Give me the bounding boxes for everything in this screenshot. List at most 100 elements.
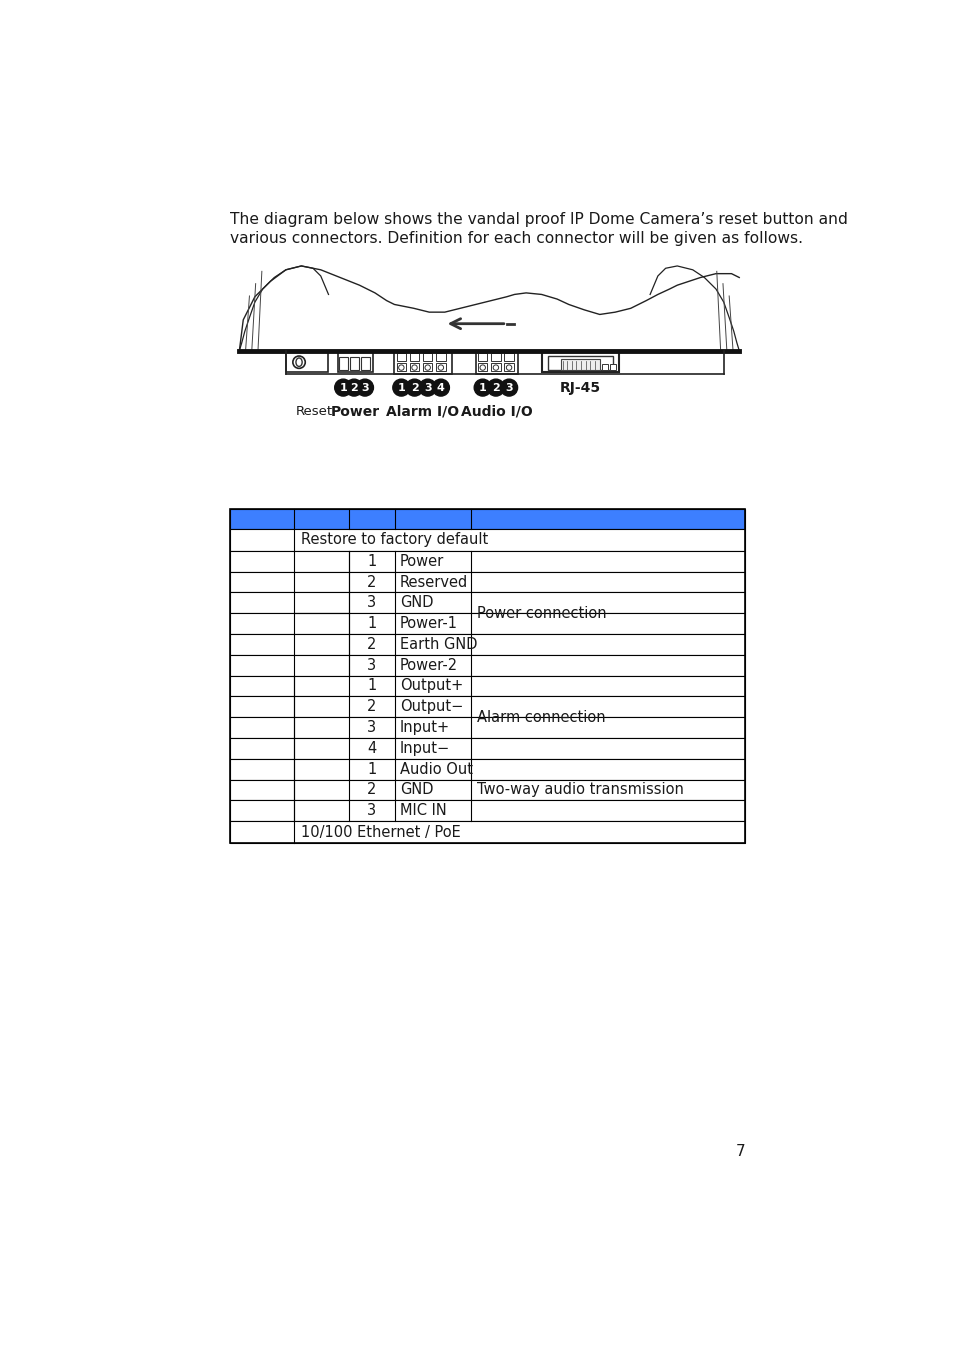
- Bar: [230, 509, 744, 844]
- Bar: [230, 571, 744, 593]
- Text: Power-1: Power-1: [399, 616, 457, 630]
- Bar: [477, 363, 487, 371]
- Text: 1: 1: [397, 382, 405, 393]
- Bar: [394, 351, 452, 374]
- Text: Earth GND: Earth GND: [399, 637, 476, 652]
- Bar: [436, 363, 445, 371]
- Text: The diagram below shows the vandal proof IP Dome Camera’s reset button and: The diagram below shows the vandal proof…: [230, 212, 847, 227]
- Text: 3: 3: [367, 595, 376, 610]
- Text: 4: 4: [436, 382, 444, 393]
- Text: 2: 2: [367, 699, 376, 714]
- Bar: [547, 356, 612, 370]
- Circle shape: [432, 379, 449, 396]
- Bar: [337, 352, 373, 373]
- Bar: [477, 352, 487, 362]
- Bar: [230, 738, 744, 759]
- Bar: [410, 352, 418, 362]
- Text: Audio I/O: Audio I/O: [460, 405, 532, 418]
- Text: Audio Out: Audio Out: [399, 761, 472, 776]
- Text: GND: GND: [399, 595, 433, 610]
- Bar: [230, 593, 744, 613]
- Bar: [560, 359, 599, 370]
- Bar: [230, 821, 744, 844]
- Text: 3: 3: [505, 382, 513, 393]
- Text: GND: GND: [399, 783, 433, 798]
- Bar: [230, 655, 744, 675]
- Ellipse shape: [295, 358, 302, 366]
- Text: Power: Power: [399, 554, 443, 568]
- Bar: [410, 363, 418, 371]
- Circle shape: [493, 364, 498, 370]
- Bar: [339, 356, 348, 370]
- Text: 3: 3: [423, 382, 431, 393]
- Text: RJ-45: RJ-45: [559, 381, 600, 394]
- Bar: [422, 363, 432, 371]
- Circle shape: [393, 379, 410, 396]
- Bar: [476, 351, 517, 374]
- Bar: [230, 613, 744, 634]
- Circle shape: [406, 379, 422, 396]
- Circle shape: [487, 379, 504, 396]
- Text: 2: 2: [350, 382, 357, 393]
- Circle shape: [418, 379, 436, 396]
- Text: 2: 2: [492, 382, 499, 393]
- Text: 1: 1: [478, 382, 486, 393]
- Circle shape: [479, 364, 485, 370]
- Bar: [422, 352, 432, 362]
- Text: 3: 3: [367, 803, 376, 818]
- Bar: [230, 509, 744, 528]
- Bar: [230, 675, 744, 697]
- Bar: [230, 759, 744, 779]
- Bar: [504, 352, 513, 362]
- Bar: [230, 801, 744, 821]
- Text: Input−: Input−: [399, 741, 450, 756]
- Circle shape: [437, 364, 443, 370]
- Bar: [230, 717, 744, 738]
- Circle shape: [412, 364, 416, 370]
- Bar: [491, 363, 500, 371]
- Text: Output−: Output−: [399, 699, 462, 714]
- Text: 3: 3: [367, 720, 376, 734]
- Text: 1: 1: [367, 761, 376, 776]
- Bar: [230, 697, 744, 717]
- Text: Alarm connection: Alarm connection: [476, 710, 605, 725]
- Bar: [504, 363, 513, 371]
- Text: 1: 1: [339, 382, 347, 393]
- Bar: [436, 352, 445, 362]
- Text: Input+: Input+: [399, 720, 449, 734]
- Text: Reserved: Reserved: [399, 575, 467, 590]
- Circle shape: [424, 364, 430, 370]
- Bar: [396, 363, 406, 371]
- Bar: [601, 363, 608, 370]
- Text: 2: 2: [367, 637, 376, 652]
- Circle shape: [506, 364, 511, 370]
- Text: Power connection: Power connection: [476, 606, 606, 621]
- Text: Reset: Reset: [295, 405, 333, 417]
- Text: 1: 1: [367, 554, 376, 568]
- Text: Restore to factory default: Restore to factory default: [300, 532, 487, 547]
- Bar: [609, 363, 616, 370]
- Text: Alarm I/O: Alarm I/O: [386, 405, 459, 418]
- Circle shape: [356, 379, 373, 396]
- Bar: [230, 528, 744, 551]
- Text: Power: Power: [330, 405, 379, 418]
- Circle shape: [345, 379, 362, 396]
- Text: various connectors. Definition for each connector will be given as follows.: various connectors. Definition for each …: [230, 231, 802, 246]
- Text: 2: 2: [367, 783, 376, 798]
- Text: 1: 1: [367, 679, 376, 694]
- Text: 2: 2: [367, 575, 376, 590]
- Circle shape: [500, 379, 517, 396]
- Text: 3: 3: [367, 657, 376, 672]
- Text: 1: 1: [367, 616, 376, 630]
- Bar: [360, 356, 369, 370]
- Text: Power-2: Power-2: [399, 657, 457, 672]
- Bar: [491, 352, 500, 362]
- Text: Output+: Output+: [399, 679, 462, 694]
- Circle shape: [335, 379, 352, 396]
- Circle shape: [293, 356, 305, 369]
- Circle shape: [398, 364, 404, 370]
- Text: Two-way audio transmission: Two-way audio transmission: [476, 783, 683, 798]
- Bar: [230, 634, 744, 655]
- Bar: [230, 551, 744, 571]
- Circle shape: [474, 379, 491, 396]
